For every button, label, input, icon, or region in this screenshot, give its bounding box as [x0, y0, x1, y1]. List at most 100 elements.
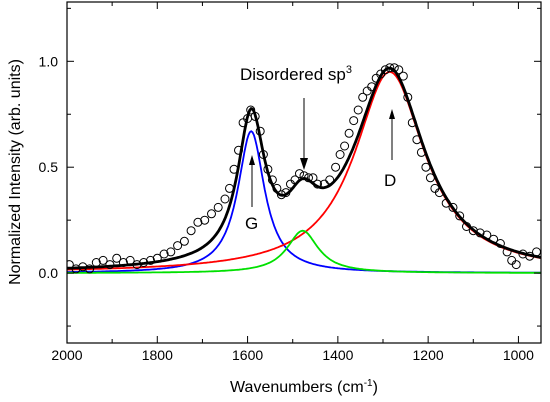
- data-point: [482, 230, 492, 240]
- data-point: [67, 260, 74, 270]
- data-point: [394, 65, 404, 75]
- component-curve-3: [67, 229, 541, 274]
- data-point: [258, 150, 268, 159]
- data-point: [430, 183, 440, 193]
- data-point: [193, 217, 203, 227]
- data-point: [340, 141, 350, 151]
- data-point: [502, 247, 512, 257]
- data-point: [159, 249, 169, 259]
- data-point: [146, 255, 155, 265]
- y-tick-label: 0.5: [39, 159, 59, 175]
- annotation-g: G: [245, 214, 258, 233]
- data-point: [380, 65, 390, 75]
- x-tick-label: 1200: [413, 347, 444, 363]
- x-axis-title-end: ): [373, 379, 378, 396]
- data-point: [518, 249, 528, 259]
- data-point: [200, 215, 210, 225]
- x-tick-label: 1400: [322, 347, 353, 363]
- data-point: [281, 188, 291, 198]
- data-point: [267, 175, 277, 185]
- data-point: [132, 260, 142, 270]
- y-tick-label: 1.0: [39, 53, 59, 69]
- data-point: [225, 183, 234, 193]
- x-axis-title-superscript: -1: [364, 378, 373, 389]
- data-point: [525, 251, 535, 261]
- data-point: [511, 260, 521, 270]
- data-point: [207, 209, 216, 219]
- data-point: [389, 63, 399, 73]
- data-point: [434, 188, 444, 198]
- data-point: [173, 241, 183, 251]
- data-point: [532, 247, 541, 257]
- annotation-disordered: Disordered sp3: [240, 64, 352, 84]
- data-point: [71, 264, 81, 274]
- data-point: [462, 222, 471, 231]
- data-point: [286, 179, 295, 189]
- data-point: [403, 92, 413, 102]
- data-point: [398, 71, 408, 81]
- data-point: [105, 260, 115, 270]
- data-point: [186, 226, 196, 236]
- data-point: [78, 262, 88, 272]
- data-point: [362, 86, 372, 96]
- data-point: [290, 175, 300, 185]
- data-point: [489, 234, 499, 244]
- data-point: [276, 190, 286, 200]
- data-point: [331, 162, 341, 172]
- x-tick-label: 2000: [51, 347, 82, 363]
- x-tick-label: 1800: [142, 347, 173, 363]
- data-point: [139, 258, 149, 267]
- x-axis-title-main: Wavenumbers (cm: [230, 379, 364, 396]
- data-point: [250, 111, 260, 121]
- data-point: [263, 164, 273, 174]
- data-point: [179, 236, 189, 246]
- x-axis-title: Wavenumbers (cm-1): [230, 378, 378, 396]
- data-point: [325, 175, 335, 185]
- y-axis-title: Normalized Intensity (arb. units): [7, 59, 24, 285]
- annotation-disordered-main: Disordered sp: [240, 65, 346, 84]
- data-point: [112, 253, 122, 263]
- x-tick-label: 1600: [232, 347, 263, 363]
- data-point: [385, 63, 395, 73]
- data-point: [229, 164, 239, 174]
- data-point: [308, 173, 318, 183]
- data-point: [367, 82, 377, 92]
- arrow-d: [389, 109, 395, 160]
- annotation-disordered-superscript: 3: [346, 64, 352, 76]
- data-point: [425, 173, 435, 183]
- data-point: [272, 183, 282, 193]
- data-point: [299, 171, 309, 181]
- data-point: [507, 255, 517, 265]
- y-tick-label: 0.0: [39, 265, 59, 281]
- arrow-disordered: [300, 98, 308, 170]
- data-point: [448, 202, 458, 212]
- data-point: [91, 258, 101, 267]
- data-point: [407, 118, 417, 128]
- data-point: [234, 145, 243, 155]
- data-point: [255, 126, 265, 136]
- data-point: [358, 92, 368, 102]
- data-point: [85, 264, 95, 274]
- data-point: [412, 135, 422, 145]
- data-point: [468, 226, 478, 236]
- data-point: [441, 198, 451, 208]
- data-point: [213, 202, 223, 212]
- data-point: [475, 228, 485, 238]
- data-point: [246, 105, 256, 115]
- data-point: [313, 179, 322, 189]
- annotation-d: D: [384, 171, 396, 190]
- data-point: [455, 211, 465, 221]
- data-point: [421, 162, 431, 172]
- data-point: [98, 255, 108, 265]
- data-point: [344, 128, 354, 138]
- data-point: [125, 255, 135, 265]
- data-point: [295, 169, 304, 179]
- data-point: [335, 150, 345, 159]
- data-point: [152, 253, 162, 263]
- data-point: [416, 147, 426, 157]
- arrow-g: [249, 155, 255, 207]
- data-point: [495, 239, 505, 248]
- x-tick-label: 1000: [503, 347, 534, 363]
- data-point: [166, 247, 176, 257]
